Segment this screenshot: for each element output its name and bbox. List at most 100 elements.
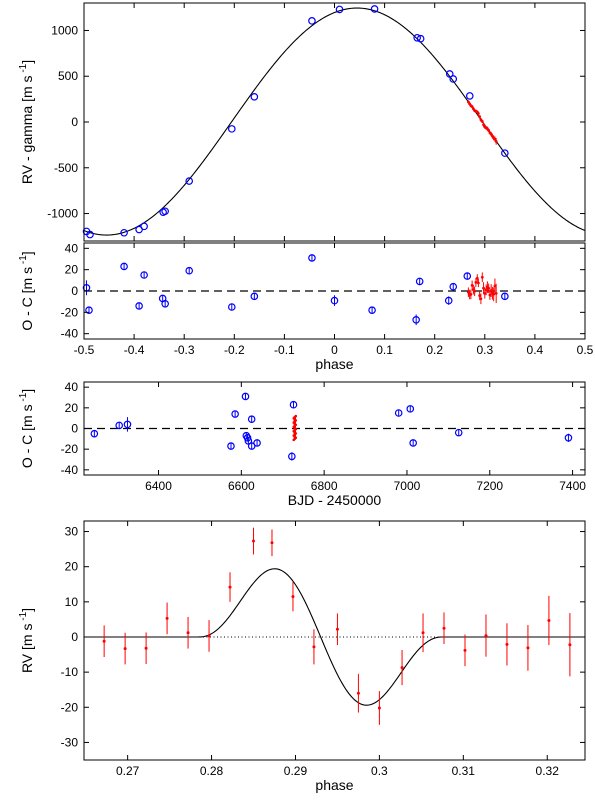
y-tick-label: -40 [61,327,79,341]
y-tick-label: 1000 [51,23,78,37]
y-axis-label-close: ] [19,60,35,64]
x-tick-label: 0.29 [284,764,308,778]
data-point [120,262,128,271]
data-point [186,631,190,635]
data-point [442,626,446,630]
data-point [568,643,572,647]
data-point [250,93,259,101]
y-tick-label: -20 [61,305,79,319]
data-point [526,646,530,650]
data-point [415,277,424,286]
data-point [470,105,474,109]
data-point [207,634,211,638]
x-tick-label: 6800 [311,479,338,493]
data-point [291,595,295,599]
x-axis-label: phase [315,777,353,793]
plot-frame [83,520,586,761]
data-point [482,286,485,290]
data-point [123,647,127,651]
x-tick-label: 0.3 [371,764,388,778]
x-tick-label: -0.2 [224,343,245,357]
y-axis-label-close: ] [19,389,35,393]
data-point [292,425,296,429]
data-point [243,433,252,442]
x-tick-label: 0.1 [376,343,393,357]
x-tick-label: 0.5 [577,343,594,357]
y-axis-label-sup: -1 [18,392,29,404]
data-point [480,119,484,123]
data-point [478,115,482,119]
y-axis-label-main: RV - gamma [m s [19,75,35,184]
data-point [377,706,381,710]
data-point [135,302,143,310]
y-axis-label-main: O - C [m s [19,404,35,468]
data-point [241,392,250,401]
x-tick-label: 6400 [145,479,172,493]
y-axis-label-sup: -1 [18,63,29,75]
data-point [370,5,379,13]
x-tick-label: 7000 [394,479,421,493]
x-tick-label: 0.3 [476,343,493,357]
data-point [288,452,296,461]
data-point [247,415,256,424]
data-point [85,306,93,315]
data-point [412,315,420,324]
data-point [493,284,497,288]
data-point [161,207,169,216]
data-point [289,400,298,409]
y-tick-label: -20 [61,442,79,456]
x-tick-label: 7200 [476,479,503,493]
data-point [474,280,478,284]
data-point [140,222,148,231]
y-axis-label-main: O - C [m s [19,267,35,331]
data-point [409,439,417,447]
data-point [406,405,415,413]
data-point [244,437,253,445]
data-point [115,421,123,430]
y-tick-label: -30 [61,735,79,749]
data-point [120,228,128,237]
data-point [368,306,376,315]
data-point [270,541,274,545]
data-point [476,112,480,115]
data-point [185,266,194,275]
data-point [478,294,482,298]
data-point [492,292,496,296]
data-point [505,642,509,646]
y-tick-label: 40 [65,241,79,255]
data-point [449,282,458,291]
data-point [470,283,474,287]
y-tick-label: 20 [65,401,79,415]
data-point [494,139,498,143]
data-point [294,419,298,422]
y-tick-label: -1000 [47,207,78,221]
data-point [90,429,99,438]
data-point [185,177,194,185]
data-point [294,432,298,435]
y-tick-label: 0 [71,422,78,436]
y-axis-label-close: ] [19,608,35,612]
y-tick-label: 0 [71,115,78,129]
data-point [487,286,491,290]
data-point [488,293,492,297]
y-axis-label-sup: -1 [18,611,29,623]
data-point [228,585,232,589]
data-point [413,33,421,42]
data-point [463,648,467,652]
data-point [479,297,483,301]
data-point [308,254,316,262]
data-point [253,439,261,447]
y-tick-label: -40 [61,463,79,477]
data-point [335,5,344,14]
data-point [140,271,148,279]
data-point [394,409,403,417]
y-axis-label: RV [m s -1] [18,608,35,673]
x-tick-label: 0 [331,343,338,357]
data-point [501,292,509,301]
y-tick-label: 0 [71,284,78,298]
data-point [484,288,488,292]
data-point [449,75,458,83]
data-point [292,416,296,420]
data-point [564,433,573,442]
